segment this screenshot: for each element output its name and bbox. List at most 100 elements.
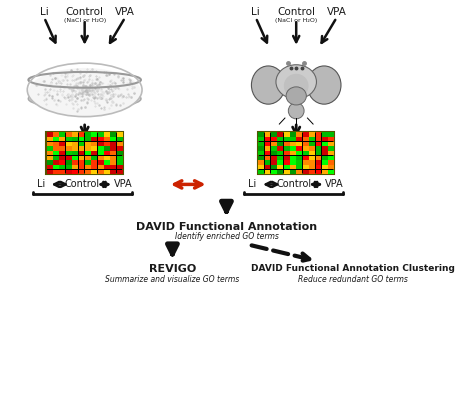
Bar	[72, 137, 78, 141]
Bar	[46, 170, 53, 174]
Bar	[309, 170, 315, 174]
Bar	[66, 146, 72, 151]
Bar	[110, 151, 116, 156]
Text: Li: Li	[248, 179, 256, 190]
Bar	[316, 156, 321, 160]
Bar	[110, 137, 116, 141]
Bar	[328, 165, 334, 169]
Bar	[322, 165, 328, 169]
Bar	[296, 165, 302, 169]
Bar	[264, 142, 271, 146]
Ellipse shape	[288, 103, 304, 119]
Bar	[271, 142, 277, 146]
Bar	[283, 170, 290, 174]
Bar	[59, 142, 65, 146]
Bar	[98, 151, 103, 156]
Bar	[328, 132, 334, 136]
Bar	[296, 146, 302, 151]
Bar	[283, 160, 290, 165]
Bar	[271, 156, 277, 160]
Bar	[110, 146, 116, 151]
Bar	[277, 132, 283, 136]
Bar	[283, 146, 290, 151]
Bar	[316, 170, 321, 174]
Bar	[328, 170, 334, 174]
Bar	[316, 146, 321, 151]
Bar	[72, 142, 78, 146]
Bar	[46, 160, 53, 165]
Bar	[46, 137, 53, 141]
Bar	[104, 160, 110, 165]
Bar	[53, 170, 59, 174]
Bar	[104, 151, 110, 156]
Bar	[104, 165, 110, 169]
Bar	[277, 137, 283, 141]
Bar	[85, 137, 91, 141]
Bar	[117, 146, 123, 151]
Bar	[328, 146, 334, 151]
Bar	[309, 142, 315, 146]
Bar	[328, 160, 334, 165]
Bar	[117, 137, 123, 141]
Bar	[104, 142, 110, 146]
Bar	[72, 170, 78, 174]
Bar	[117, 132, 123, 136]
Bar	[79, 156, 84, 160]
Text: Summarize and visualize GO terms: Summarize and visualize GO terms	[105, 275, 239, 284]
Bar	[91, 146, 97, 151]
Bar	[53, 165, 59, 169]
Bar	[271, 160, 277, 165]
Bar	[46, 156, 53, 160]
Bar	[98, 146, 103, 151]
Text: (NaCl or H₂O): (NaCl or H₂O)	[64, 18, 106, 23]
Text: VPA: VPA	[115, 7, 135, 17]
Bar	[72, 151, 78, 156]
Bar	[322, 156, 328, 160]
Text: REVIGO: REVIGO	[149, 264, 196, 275]
Bar	[271, 151, 277, 156]
Bar	[303, 146, 309, 151]
Bar	[277, 170, 283, 174]
Bar	[258, 146, 264, 151]
Ellipse shape	[307, 66, 341, 104]
Bar	[316, 165, 321, 169]
Bar	[328, 151, 334, 156]
Bar	[309, 165, 315, 169]
Bar	[322, 146, 328, 151]
Ellipse shape	[284, 74, 309, 98]
Bar	[59, 156, 65, 160]
Text: Control: Control	[276, 179, 311, 190]
Bar	[91, 137, 97, 141]
Bar	[91, 132, 97, 136]
Text: DAVID Functional Annotation Clustering: DAVID Functional Annotation Clustering	[251, 264, 455, 273]
Bar	[290, 142, 296, 146]
Bar	[46, 132, 123, 174]
Bar	[271, 146, 277, 151]
Bar	[46, 146, 53, 151]
Bar	[303, 132, 309, 136]
Bar	[258, 160, 264, 165]
Bar	[91, 142, 97, 146]
Bar	[264, 156, 271, 160]
Text: Li: Li	[40, 7, 48, 17]
Bar	[72, 132, 78, 136]
Bar	[290, 132, 296, 136]
Bar	[98, 132, 103, 136]
Bar	[309, 151, 315, 156]
Bar	[277, 142, 283, 146]
Bar	[72, 160, 78, 165]
Bar	[264, 160, 271, 165]
Bar	[283, 137, 290, 141]
Bar	[85, 170, 91, 174]
Bar	[283, 142, 290, 146]
Bar	[110, 160, 116, 165]
Bar	[303, 160, 309, 165]
Bar	[59, 160, 65, 165]
Bar	[79, 160, 84, 165]
Bar	[98, 137, 103, 141]
Text: Identify enriched GO terms: Identify enriched GO terms	[174, 232, 278, 241]
Bar	[98, 160, 103, 165]
Text: Control: Control	[65, 179, 100, 190]
Bar	[316, 137, 321, 141]
Bar	[46, 142, 53, 146]
